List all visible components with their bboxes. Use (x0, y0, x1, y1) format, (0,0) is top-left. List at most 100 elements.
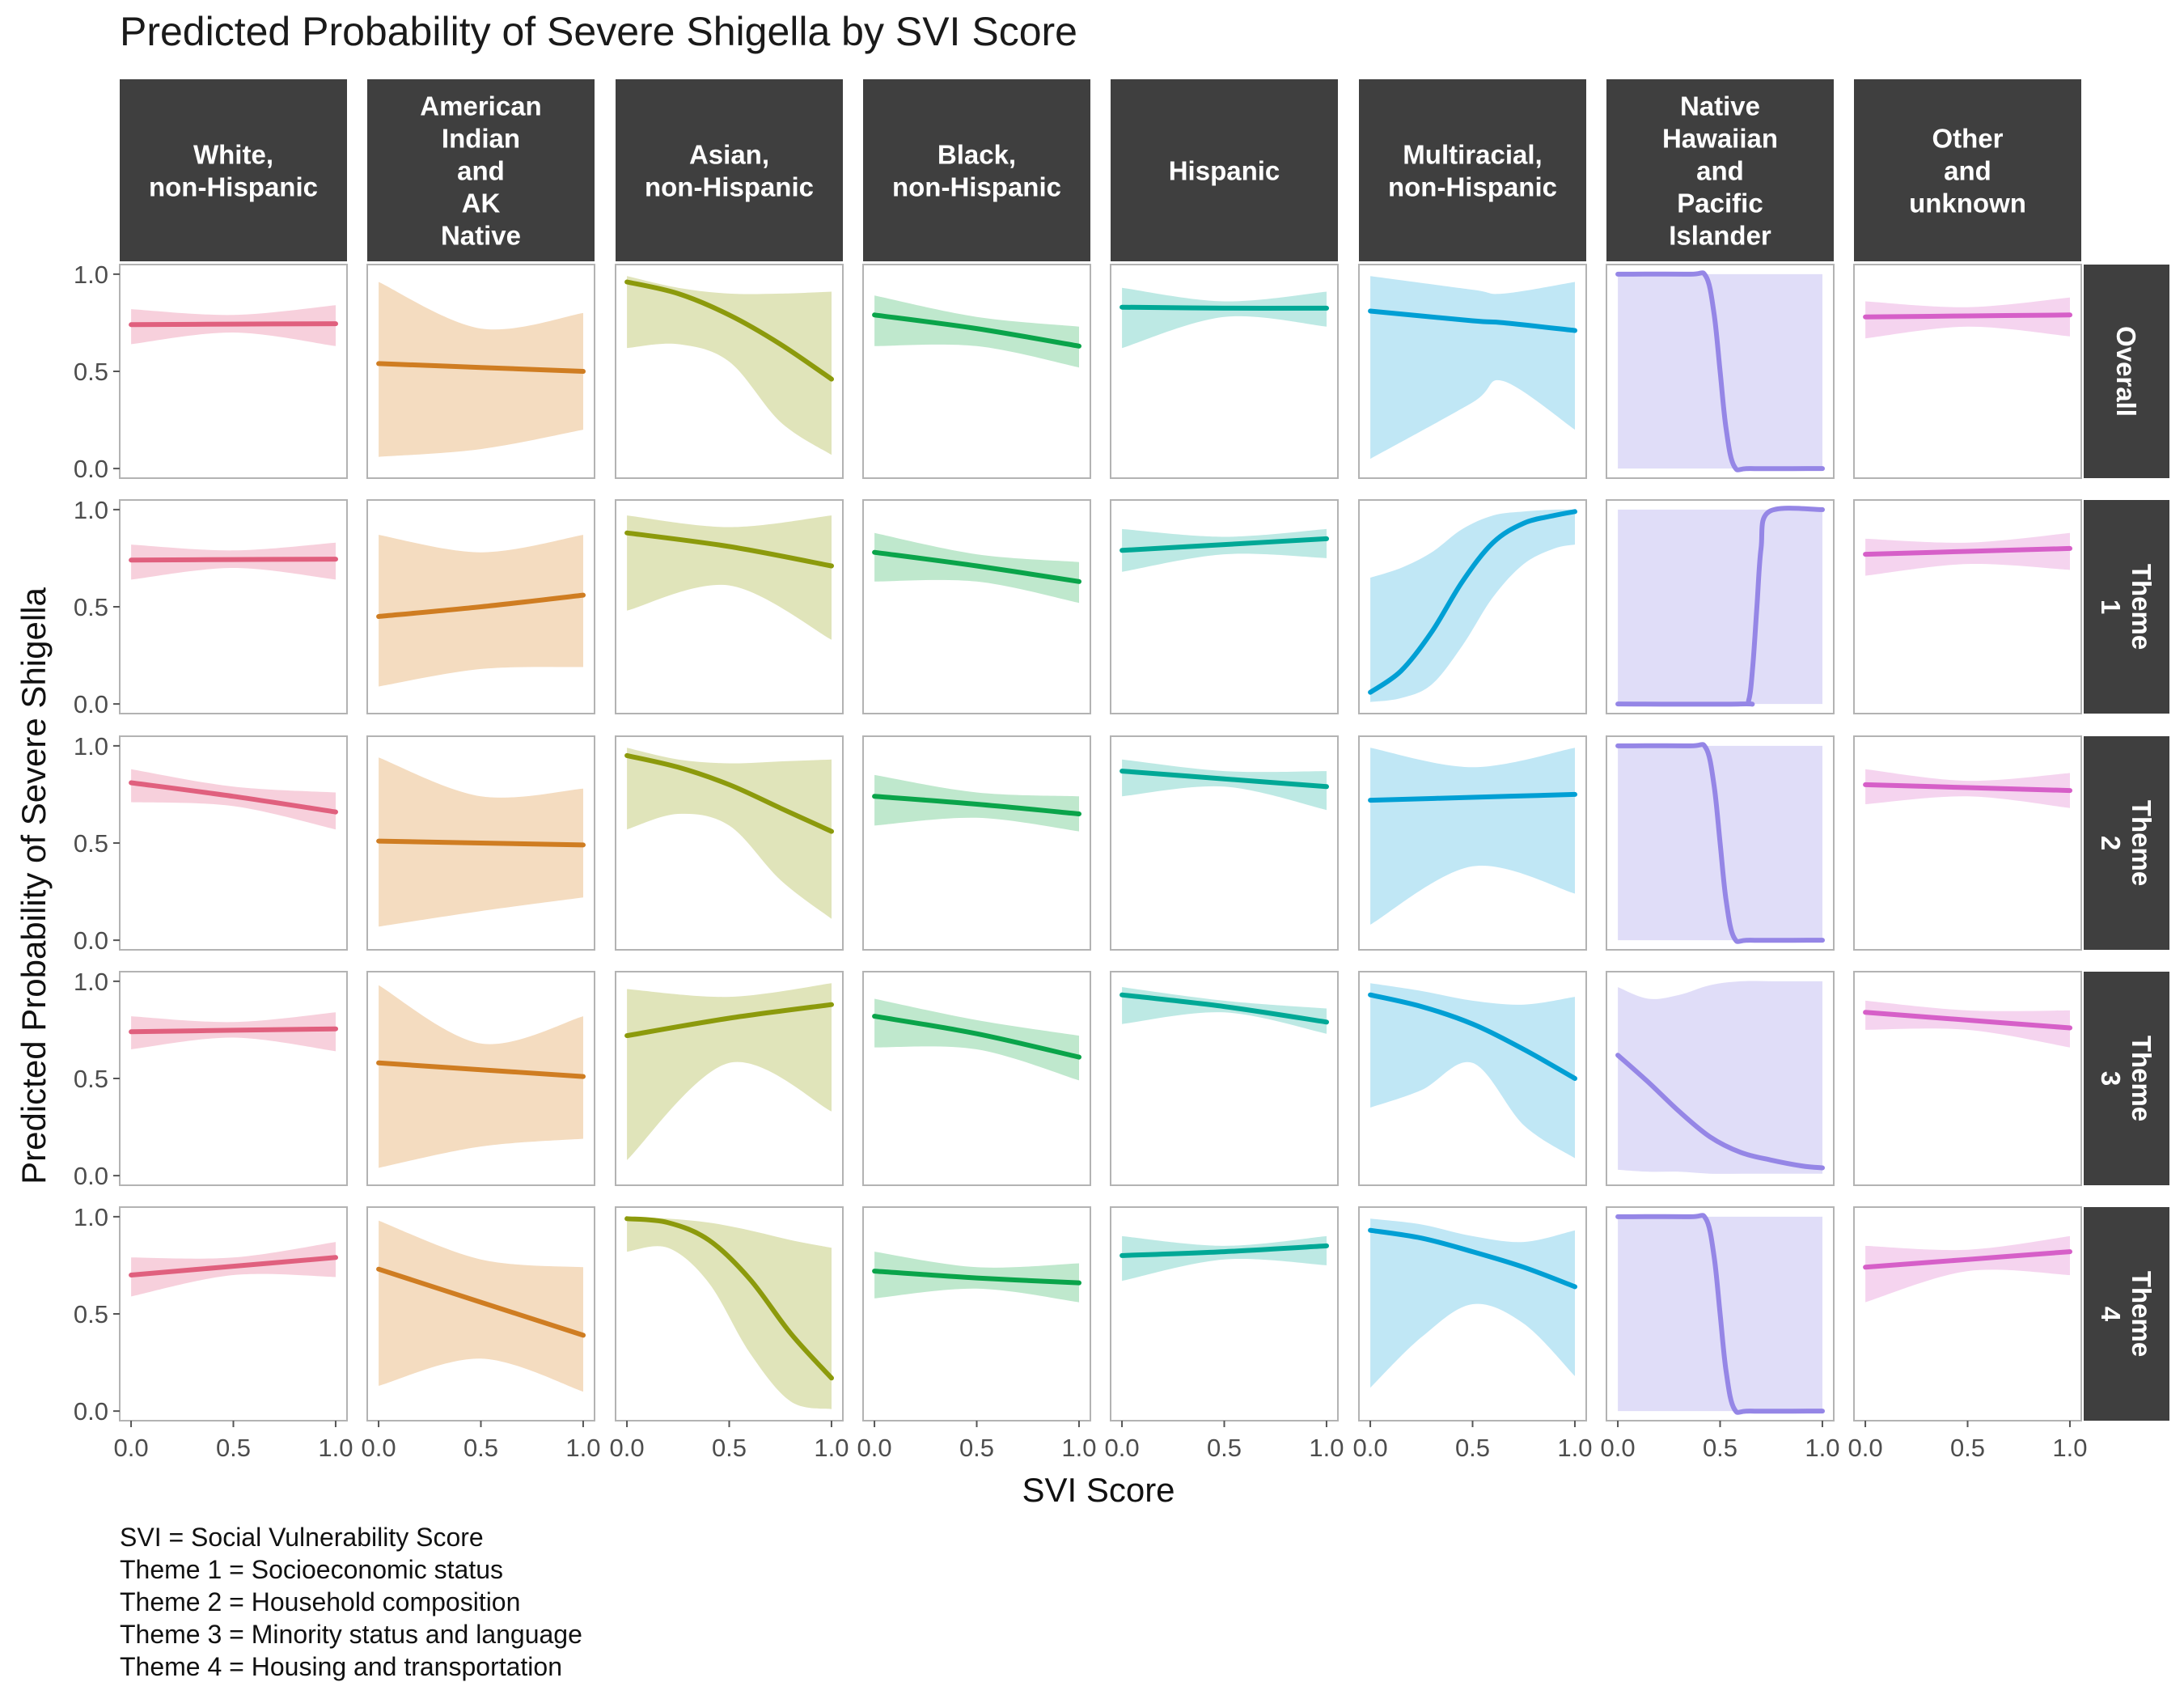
panel-background (863, 500, 1090, 714)
series-line (1120, 769, 1329, 790)
series-line (376, 592, 586, 619)
x-tick-label: 1.0 (2052, 1434, 2087, 1462)
series-line (1615, 742, 1825, 944)
panel-border (1853, 499, 2082, 714)
series-line (129, 557, 338, 563)
panel-border (862, 971, 1091, 1186)
panel-border (862, 264, 1091, 479)
x-tick-label: 0.5 (712, 1434, 747, 1462)
y-axis-title: Predicted Probability of Severe Shigella (15, 587, 53, 1184)
strip-label: Hawaiian (1662, 124, 1778, 154)
strip-label: Asian, (689, 140, 769, 170)
column-strip: White,non-Hispanic (120, 79, 347, 261)
strip-label: 2 (2096, 836, 2126, 850)
series-line (1615, 506, 1825, 707)
panel-border (1606, 971, 1835, 1186)
panel (1358, 264, 1587, 479)
panel-border (1606, 264, 1835, 479)
series-line (1863, 1249, 2072, 1270)
y-tick-label: 0.5 (74, 1300, 108, 1328)
panel (366, 971, 595, 1186)
panel-border (1358, 264, 1587, 479)
confidence-band (131, 1242, 336, 1297)
series-line (1863, 1010, 2072, 1031)
panel (1110, 735, 1339, 951)
strip-label: 3 (2096, 1071, 2126, 1086)
panel (862, 264, 1091, 479)
panel (1606, 499, 1835, 714)
panel (615, 735, 844, 951)
strip-label: Islander (1669, 221, 1771, 251)
series-line (129, 1026, 338, 1035)
strip-label: 4 (2096, 1307, 2126, 1322)
panel-border (1110, 264, 1339, 479)
series-line (872, 549, 1081, 584)
caption-line: Theme 4 = Housing and transportation (120, 1652, 562, 1681)
strip-label: non-Hispanic (892, 172, 1061, 202)
panel-border (1110, 735, 1339, 951)
panel (1606, 971, 1835, 1186)
panel-border (1358, 499, 1587, 714)
series-line (1615, 1053, 1825, 1171)
confidence-band (1370, 276, 1575, 460)
series-line (1368, 308, 1577, 333)
strip-label: Theme (2127, 564, 2156, 650)
x-tick-label: 1.0 (318, 1434, 353, 1462)
panel (366, 264, 595, 479)
panel-border (615, 499, 844, 714)
strip-label: Theme (2127, 1036, 2156, 1121)
panel-border (615, 971, 844, 1186)
x-tick-label: 0.5 (959, 1434, 994, 1462)
panel (1853, 264, 2082, 479)
series-line (1615, 270, 1825, 472)
strip-background (863, 79, 1090, 261)
x-tick-label: 0.5 (1455, 1434, 1490, 1462)
series-line (624, 1216, 834, 1381)
strip-background (2084, 736, 2169, 950)
panel (1110, 264, 1339, 479)
panel-border (366, 264, 595, 479)
y-tick-label: 0.5 (74, 593, 108, 621)
confidence-band (627, 1216, 832, 1409)
panel-border (615, 735, 844, 951)
caption: SVI = Social Vulnerability Score Theme 1… (120, 1521, 582, 1683)
caption-line: Theme 2 = Household composition (120, 1587, 521, 1616)
confidence-band (1865, 532, 2070, 576)
series-line (129, 780, 338, 815)
confidence-band (627, 515, 832, 640)
series-line (872, 1014, 1081, 1060)
panel (119, 499, 348, 714)
x-axis-title: SVI Score (1022, 1471, 1175, 1509)
column-strip: Asian,non-Hispanic (616, 79, 843, 261)
series-line (376, 1060, 586, 1079)
caption-line: Theme 3 = Minority status and language (120, 1620, 582, 1649)
panel (615, 971, 844, 1186)
confidence-band (1370, 1218, 1575, 1388)
strip-label: Hispanic (1169, 156, 1280, 186)
series-line (624, 279, 834, 382)
strip-label: Multiracial, (1403, 140, 1542, 170)
confidence-band (1865, 1235, 2070, 1303)
x-tick-label: 1.0 (1061, 1434, 1096, 1462)
panel (119, 264, 348, 479)
panel-border (1606, 499, 1835, 714)
strip-label: Indian (442, 124, 520, 154)
series-line (1368, 992, 1577, 1081)
panel-border (1358, 735, 1587, 951)
y-tick-label: 0.0 (74, 1397, 108, 1426)
strip-background (1111, 79, 1338, 261)
panel (615, 264, 844, 479)
strip-label: and (457, 156, 505, 186)
panel (1853, 735, 2082, 951)
chart-title: Predicted Probability of Severe Shigella… (120, 9, 1077, 54)
confidence-band (379, 535, 583, 687)
panel-border (862, 735, 1091, 951)
x-tick-label: 0.0 (1104, 1434, 1139, 1462)
column-strip: Multiracial,non-Hispanic (1359, 79, 1586, 261)
